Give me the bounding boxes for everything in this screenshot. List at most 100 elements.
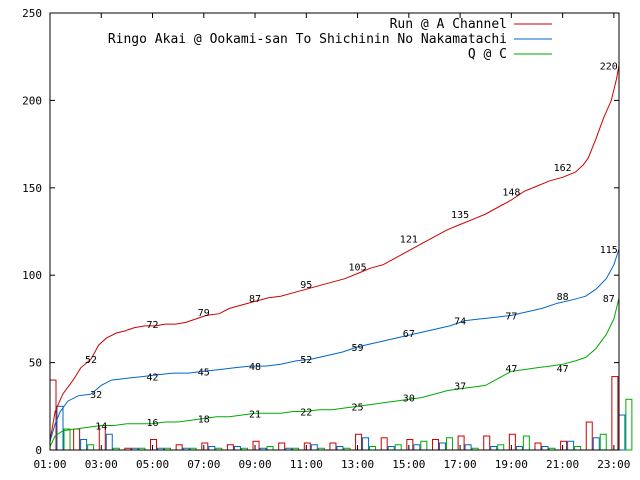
hourly-bar — [406, 439, 414, 451]
y-tick-label: 0 — [35, 444, 42, 457]
hourly-bar — [387, 446, 395, 451]
hourly-bar — [310, 444, 318, 451]
x-tick-label: 23:00 — [597, 458, 630, 471]
y-tick-label: 200 — [22, 94, 42, 107]
hourly-bar — [534, 442, 542, 451]
data-label: 87 — [249, 294, 261, 305]
hourly-bar — [394, 444, 402, 451]
hourly-bar — [515, 446, 523, 451]
hourly-bar — [63, 428, 71, 451]
data-label: 67 — [403, 329, 415, 340]
data-label: 79 — [198, 308, 210, 319]
hourly-bar — [625, 398, 633, 451]
data-label: 30 — [403, 394, 415, 405]
hourly-bar — [464, 444, 472, 451]
data-label: 121 — [400, 234, 418, 245]
hourly-bar — [420, 440, 428, 451]
hourly-bar — [522, 435, 530, 451]
hourly-bar — [201, 442, 209, 451]
data-label: 18 — [198, 415, 210, 426]
hourly-bar — [560, 440, 568, 451]
x-tick-label: 09:00 — [238, 458, 271, 471]
hourly-bar — [431, 439, 439, 451]
x-tick-label: 17:00 — [444, 458, 477, 471]
series-line-2 — [49, 297, 620, 447]
hourly-bar — [252, 440, 260, 451]
hourly-bar — [592, 437, 600, 451]
data-label: 22 — [300, 408, 312, 419]
hourly-bar — [105, 433, 113, 451]
data-label: 52 — [85, 355, 97, 366]
data-label: 47 — [505, 364, 517, 375]
data-label: 88 — [557, 292, 569, 303]
data-label: 42 — [146, 373, 158, 384]
x-tick-label: 15:00 — [392, 458, 425, 471]
data-label: 115 — [600, 245, 618, 256]
hourly-bar — [355, 433, 363, 451]
hourly-bar — [618, 414, 626, 451]
hourly-bars — [49, 376, 633, 451]
data-label: 220 — [600, 61, 618, 72]
hourly-bar — [208, 446, 216, 451]
hourly-bar — [73, 428, 81, 451]
hourly-bar — [567, 440, 575, 451]
data-label: 45 — [198, 367, 210, 378]
legend-label: Q @ C — [468, 47, 507, 62]
data-label: 59 — [352, 343, 364, 354]
hourly-bar — [233, 446, 241, 451]
y-tick-label: 50 — [29, 357, 42, 370]
hourly-bar — [369, 446, 377, 451]
x-tick-label: 07:00 — [187, 458, 220, 471]
x-tick-label: 21:00 — [546, 458, 579, 471]
hourly-bar — [497, 444, 505, 451]
hourly-bar — [490, 446, 498, 451]
data-label: 74 — [454, 317, 466, 328]
y-tick-label: 100 — [22, 269, 42, 282]
hourly-bar — [445, 437, 453, 451]
hourly-bar — [599, 433, 607, 451]
hourly-bar — [303, 442, 311, 451]
hourly-bar — [438, 442, 446, 451]
data-label: 77 — [505, 311, 517, 322]
data-label: 47 — [557, 364, 569, 375]
hourly-bar — [362, 437, 370, 451]
data-labels: 52 72 79 87 95 105 121 135 148 162 220 32 42 45 48 52 59… — [85, 61, 618, 432]
hourly-bar — [87, 444, 95, 451]
series-lines — [49, 65, 620, 447]
data-label: 21 — [249, 409, 261, 420]
data-label: 72 — [146, 320, 158, 331]
x-tick-label: 13:00 — [341, 458, 374, 471]
hourly-bar — [483, 435, 491, 451]
data-label: 16 — [146, 418, 158, 429]
x-tick-label: 05:00 — [136, 458, 169, 471]
data-label: 105 — [349, 262, 367, 273]
axes: 0 50 100 150 200 250 01:00 03:00 05:00 07:00 09:00… — [22, 7, 630, 471]
legend-label: Ringo Akai @ Ookami-san To Shichinin No … — [108, 32, 507, 47]
hourly-bar — [457, 435, 465, 451]
data-label: 48 — [249, 362, 261, 373]
plot-frame — [49, 12, 620, 451]
hourly-bar — [574, 446, 582, 451]
data-label: 148 — [502, 187, 520, 198]
hourly-bar — [226, 444, 234, 451]
hourly-bar — [266, 446, 274, 451]
hourly-bar — [541, 446, 549, 451]
series-line-1 — [49, 248, 620, 442]
y-tick-label: 250 — [22, 7, 42, 20]
data-label: 32 — [90, 390, 102, 401]
data-label: 37 — [454, 381, 466, 392]
hourly-bar — [611, 376, 619, 451]
data-label: 52 — [300, 355, 312, 366]
x-tick-label: 01:00 — [33, 458, 66, 471]
data-label: 87 — [603, 294, 615, 305]
hourly-bar — [150, 439, 158, 451]
data-label: 25 — [352, 402, 364, 413]
hourly-bar — [80, 439, 88, 451]
hourly-bar — [175, 444, 183, 451]
x-tick-label: 11:00 — [290, 458, 323, 471]
data-label: 135 — [451, 210, 469, 221]
hourly-bar — [336, 446, 344, 451]
x-tick-label: 03:00 — [85, 458, 118, 471]
